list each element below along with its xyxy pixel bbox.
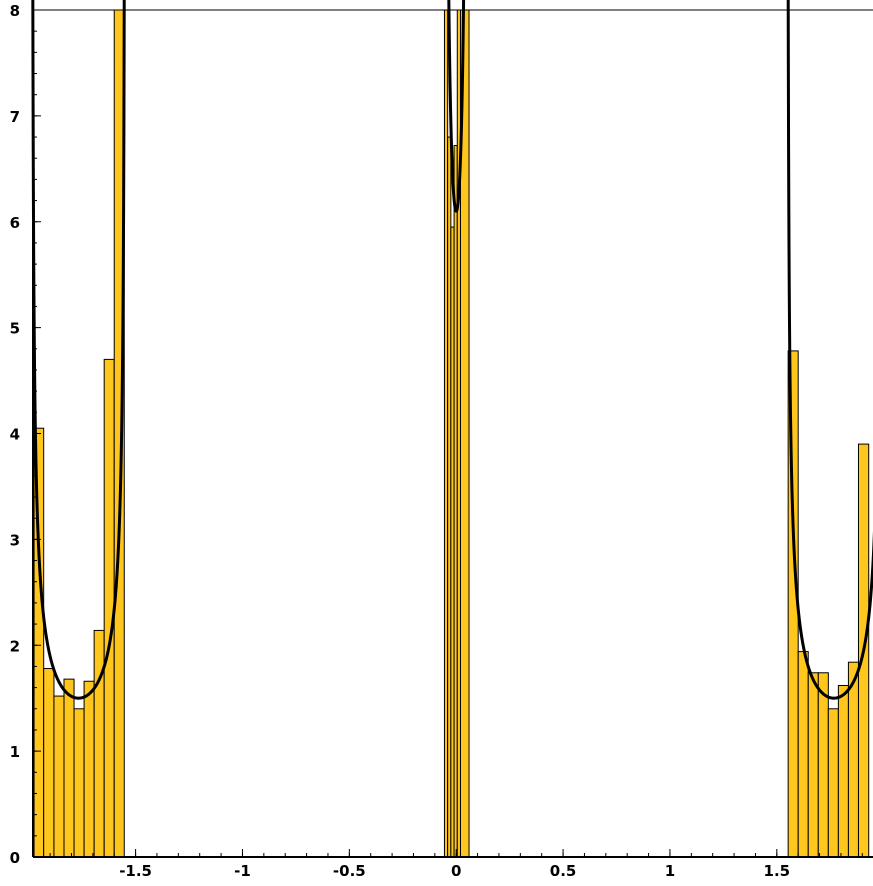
histogram-bar-17 bbox=[807, 672, 819, 858]
histogram-bar-4 bbox=[73, 708, 85, 858]
histogram-bar-6 bbox=[93, 629, 105, 858]
density-curve-2 bbox=[786, 0, 873, 700]
y-tick-label-1: 1 bbox=[10, 743, 20, 761]
y-tick-label-0: 0 bbox=[10, 849, 20, 867]
x-tick-label-1: -1 bbox=[234, 862, 251, 880]
x-tick-label-6: 1.5 bbox=[764, 862, 791, 880]
histogram-bar-21 bbox=[847, 661, 859, 858]
density-curve-1 bbox=[447, 0, 466, 213]
y-tick-label-5: 5 bbox=[10, 320, 20, 338]
x-tick-label-4: 0.5 bbox=[550, 862, 577, 880]
histogram-bar-20 bbox=[837, 684, 849, 858]
y-tick-label-3: 3 bbox=[10, 531, 20, 549]
histogram-bar-2 bbox=[53, 695, 65, 858]
histogram-bar-16 bbox=[797, 651, 809, 858]
histogram-bar-1 bbox=[43, 668, 55, 858]
y-tick-label-4: 4 bbox=[10, 426, 20, 444]
density-curve-0 bbox=[31, 0, 126, 700]
y-axis-ticks: 0 1 2 3 4 5 6 7 8 bbox=[10, 2, 41, 867]
x-tick-label-2: -0.5 bbox=[333, 862, 366, 880]
x-axis-ticks: -1.5 -1 -0.5 0 0.5 1 1.5 bbox=[49, 849, 863, 880]
density-curves bbox=[31, 0, 873, 700]
x-tick-label-0: -1.5 bbox=[119, 862, 152, 880]
y-tick-label-6: 6 bbox=[10, 214, 20, 232]
histogram-bar-5 bbox=[83, 680, 95, 858]
histogram-bar-19 bbox=[827, 708, 839, 858]
y-tick-label-7: 7 bbox=[10, 108, 20, 126]
x-tick-label-5: 1 bbox=[665, 862, 675, 880]
x-tick-label-3: 0 bbox=[451, 862, 461, 880]
y-tick-label-2: 2 bbox=[10, 637, 20, 655]
y-tick-label-8: 8 bbox=[10, 2, 20, 20]
histogram-bar-3 bbox=[63, 678, 75, 858]
histogram-bar-18 bbox=[817, 672, 829, 858]
histogram-bar-7 bbox=[103, 358, 115, 858]
